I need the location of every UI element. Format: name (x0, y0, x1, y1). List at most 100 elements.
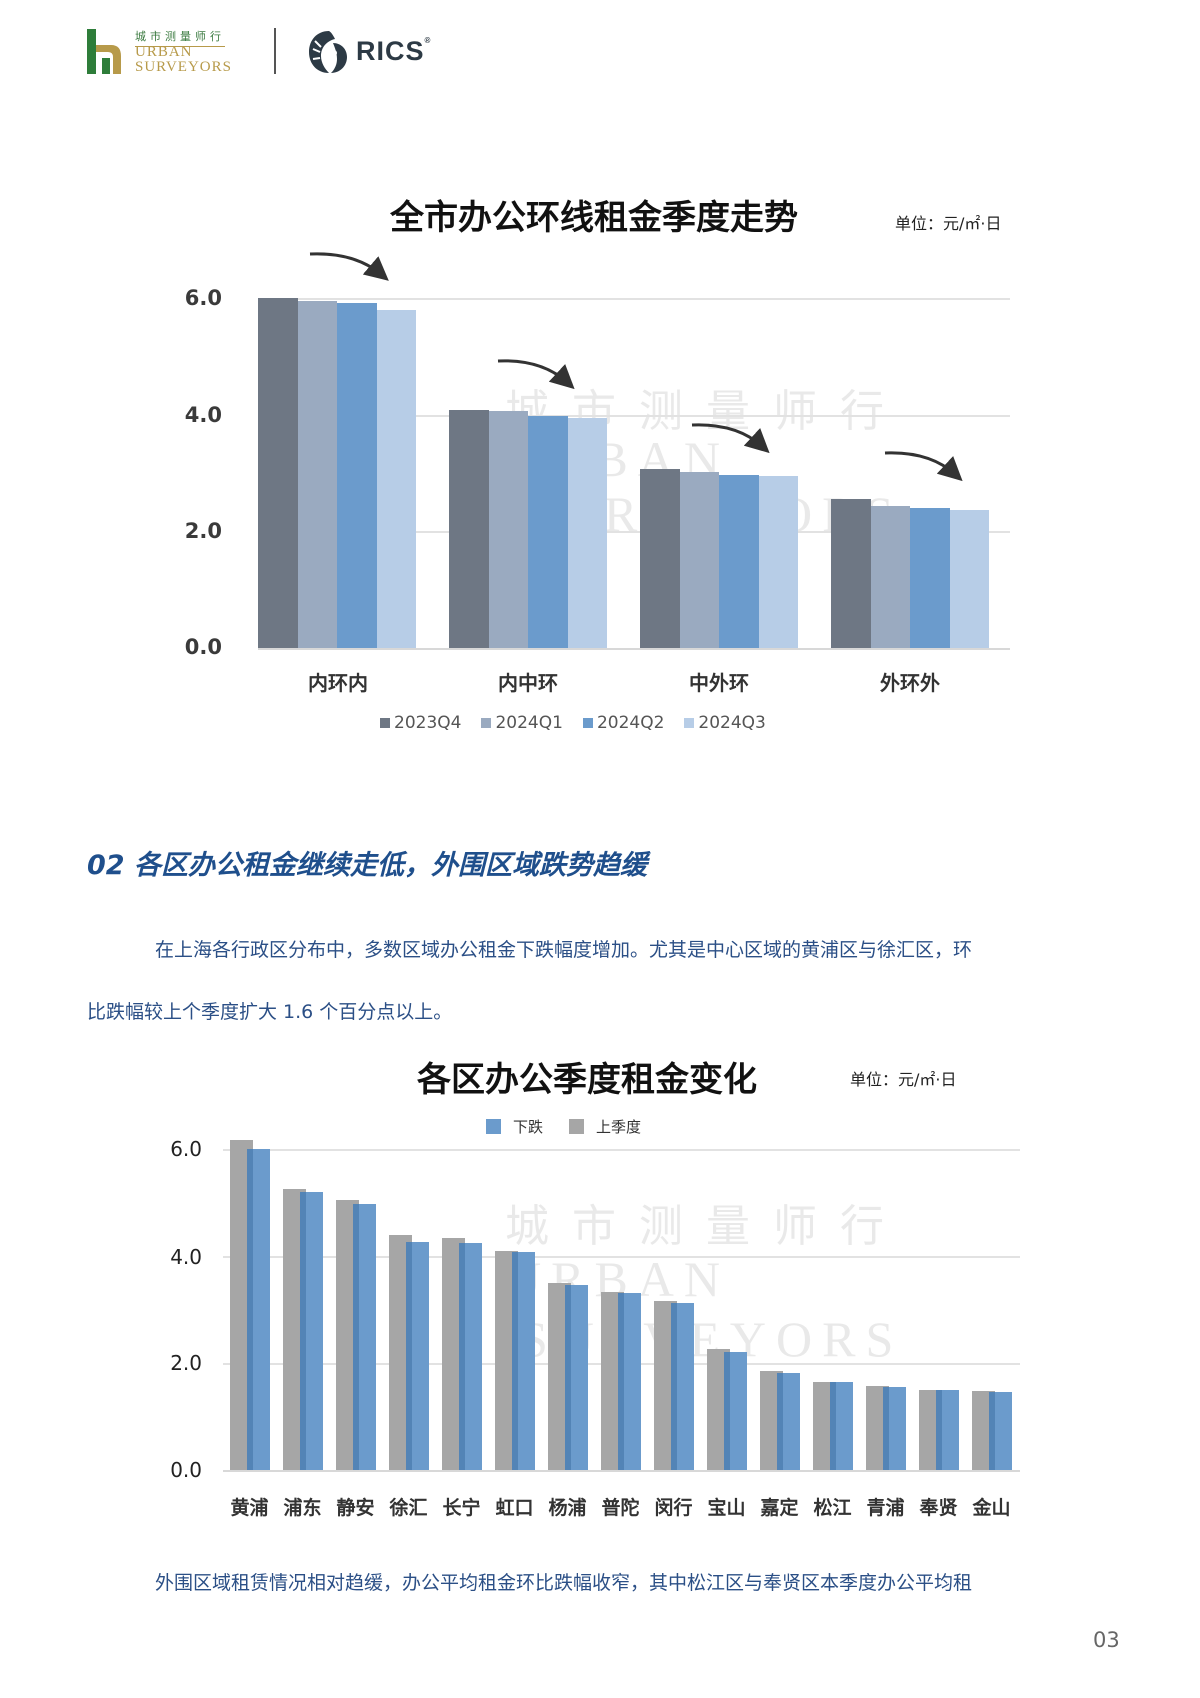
x-label: 普陀 (601, 1497, 640, 1519)
bar-2024Q1-外环外 (870, 506, 910, 648)
header-divider (274, 28, 276, 74)
gridline (258, 415, 1010, 417)
y-tick: 4.0 (170, 1245, 202, 1269)
legend-swatch (486, 1119, 501, 1134)
bar-2023Q4-内环内 (258, 297, 298, 648)
x-label: 长宁 (442, 1497, 481, 1519)
page-header: 城市测量师行 URBAN SURVEYORS RICS® (0, 0, 1200, 90)
x-label: 外环外 (880, 671, 940, 695)
bar-2023Q4-内中环 (449, 409, 489, 648)
rics-wordmark: RICS® (356, 36, 432, 66)
bar-2024Q3-中外环 (758, 475, 798, 648)
bar-2024Q3-外环外 (949, 510, 989, 648)
chart1-title: 全市办公环线租金季度走势 (390, 198, 798, 238)
bar-2024Q1-内环内 (297, 300, 337, 648)
trend-arrows (309, 252, 963, 482)
chart1-legend: 2023Q4 2024Q1 2024Q2 2024Q3 (380, 713, 766, 733)
chart2-unit: 单位：元/㎡·日 (850, 1070, 957, 1089)
bar-下跌-黄浦 (247, 1149, 270, 1470)
y-tick: 0.0 (170, 1458, 202, 1482)
bar-下跌-浦东 (300, 1191, 323, 1470)
x-label: 金山 (972, 1497, 1011, 1519)
x-label: 内环内 (308, 671, 368, 695)
section-heading: 02 各区办公租金继续走低，外围区域跌势趋缓 (87, 850, 647, 881)
x-label: 中外环 (689, 671, 749, 695)
legend-swatch (582, 718, 593, 728)
x-axis-labels: 黄浦 浦东 静安 徐汇 长宁 虹口 杨浦 普陀 闵行 宝山 嘉定 松江 青浦 奉… (223, 1493, 1018, 1520)
x-label: 静安 (336, 1497, 375, 1519)
brand-cn-name: 城市测量师行 (135, 28, 225, 47)
gridline (258, 648, 1010, 650)
x-label: 黄浦 (230, 1497, 269, 1519)
bar-2024Q3-内中环 (567, 417, 607, 648)
legend-swatch (380, 718, 390, 728)
legend-item: 下跌 (486, 1116, 543, 1137)
bar-2024Q2-内中环 (528, 415, 568, 648)
legend-item: 上季度 (569, 1116, 641, 1137)
x-label: 嘉定 (760, 1497, 799, 1519)
bar-下跌-嘉定 (777, 1373, 800, 1470)
legend-swatch (569, 1119, 585, 1134)
bar-下跌-普陀 (618, 1293, 641, 1470)
y-tick: 6.0 (170, 1137, 202, 1161)
bar-下跌-长宁 (459, 1243, 482, 1470)
paragraph-line: 外围区域租赁情况相对趋缓，办公平均租金环比跌幅收窄，其中松江区与奉贤区本季度办公… (155, 1572, 973, 1594)
bar-2023Q4-中外环 (640, 469, 680, 648)
x-label: 徐汇 (389, 1497, 428, 1519)
bar-下跌-金山 (989, 1392, 1012, 1470)
bar-2024Q1-中外环 (679, 472, 719, 648)
legend-swatch (481, 718, 492, 728)
legend-item: 2024Q3 (684, 713, 766, 733)
rics-lion-logo-icon (309, 31, 347, 73)
bar-下跌-松江 (830, 1382, 853, 1470)
x-label: 松江 (813, 1497, 852, 1519)
bar-2024Q1-内中环 (488, 411, 528, 648)
gridline (258, 298, 1010, 300)
urban-surveyors-logo-icon (87, 29, 121, 74)
chart-ring-road-rent-trend: 城 市 测 量 师 行 URBAN SURVEYORS 全市办公环线租金季度走势… (0, 180, 1200, 740)
y-tick: 0.0 (184, 635, 222, 659)
x-label: 内中环 (498, 671, 558, 695)
chart2-bars (0, 1050, 1200, 1472)
chart2-title: 各区办公季度租金变化 (417, 1060, 757, 1100)
legend-item: 2024Q1 (481, 713, 563, 733)
x-label: 青浦 (866, 1497, 905, 1519)
bar-2024Q2-外环外 (910, 508, 950, 648)
x-label: 闵行 (654, 1497, 693, 1519)
gridline (223, 1256, 1020, 1258)
y-tick: 2.0 (170, 1351, 202, 1375)
bar-下跌-宝山 (724, 1351, 747, 1470)
bar-下跌-虹口 (512, 1252, 535, 1470)
brand-en-line1: URBAN (135, 44, 193, 60)
paragraph-line: 在上海各行政区分布中，多数区域办公租金下跌幅度增加。尤其是中心区域的黄浦区与徐汇… (155, 939, 973, 961)
legend-swatch (684, 718, 695, 728)
paragraph-line: 比跌幅较上个季度扩大 1.6 个百分点以上。 (87, 1001, 453, 1023)
y-tick: 2.0 (184, 519, 222, 543)
bar-2024Q3-内环内 (376, 310, 416, 648)
legend-item: 2023Q4 (380, 713, 461, 733)
x-label: 奉贤 (919, 1497, 958, 1519)
bar-下跌-闵行 (671, 1302, 694, 1470)
x-label: 虹口 (495, 1497, 534, 1519)
chart-district-rent-change: 城 市 测 量 师 行 URBAN SURVEYORS 各区办公季度租金变化 单… (0, 1050, 1200, 1540)
gridline (223, 1149, 1020, 1151)
x-label: 杨浦 (548, 1497, 587, 1519)
bar-2024Q2-中外环 (719, 474, 759, 648)
bar-下跌-杨浦 (565, 1285, 588, 1470)
legend-item: 2024Q2 (582, 713, 664, 733)
gridline (223, 1470, 1020, 1472)
bar-下跌-青浦 (883, 1386, 906, 1470)
x-label: 浦东 (283, 1497, 322, 1519)
bar-2023Q4-外环外 (831, 499, 871, 648)
brand-en-line2: SURVEYORS (135, 59, 232, 75)
bar-下跌-静安 (353, 1204, 376, 1470)
gridline (258, 531, 1010, 533)
x-label: 宝山 (707, 1497, 746, 1519)
bar-2024Q2-内环内 (337, 303, 377, 648)
page-number: 03 (1093, 1628, 1120, 1652)
bar-下跌-奉贤 (936, 1390, 959, 1470)
chart1-unit: 单位：元/㎡·日 (895, 214, 1002, 233)
y-tick: 4.0 (184, 403, 222, 427)
bar-下跌-徐汇 (406, 1242, 429, 1470)
chart2-legend: 下跌 上季度 (486, 1116, 641, 1137)
